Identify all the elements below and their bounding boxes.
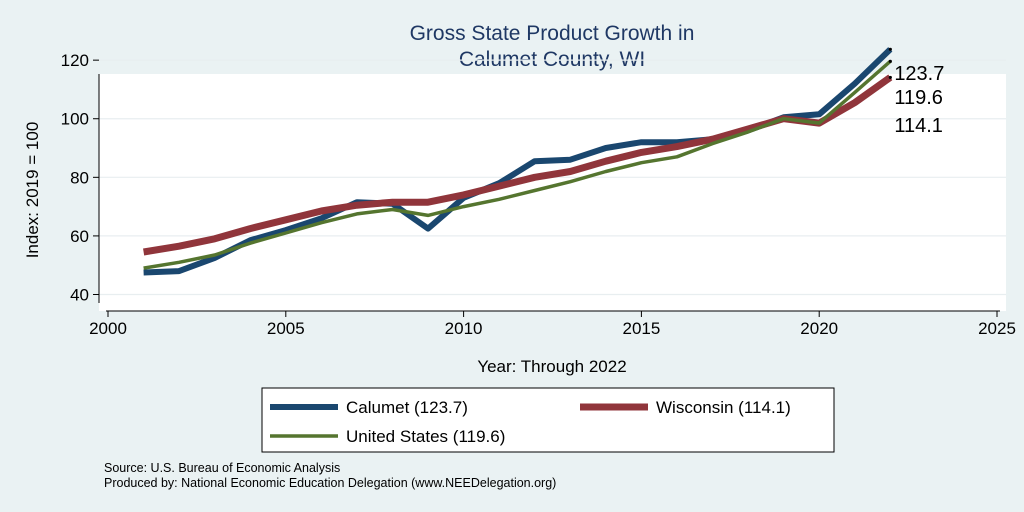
produced-by-note: Produced by: National Economic Education… [104,476,556,490]
end-label-calumet: 123.7 [894,63,944,85]
source-note: Source: U.S. Bureau of Economic Analysis [104,461,340,475]
legend-box [261,387,835,453]
legend: Calumet (123.7) Wisconsin (114.1) United S… [261,387,835,453]
legend-label: Wisconsin (114.1) [656,398,791,417]
series-line-united-states [143,59,892,270]
chart-title-line-1: Gross State Product Growth in [410,22,695,45]
end-marker [888,75,892,80]
end-marker [888,47,892,51]
x-axis-title: Year: Through 2022 [477,357,626,376]
x-tick-label: 2015 [622,319,660,338]
legend-label: Calumet (123.7) [346,398,468,417]
y-tick-label: 60 [70,227,89,246]
x-tick-label: 2010 [445,319,483,338]
legend-label: United States (119.6) [346,427,505,446]
y-axis-title: Index: 2019 = 100 [23,122,42,259]
y-tick-label: 40 [70,286,89,305]
plot-area [99,74,1006,311]
end-label-wisconsin: 114.1 [894,115,943,137]
x-tick-label: 2005 [267,319,305,338]
y-tick-label: 120 [61,51,89,70]
end-marker [888,59,892,63]
series-lines [143,47,893,276]
y-tick-label: 80 [70,168,89,187]
x-tick-label: 2020 [800,319,838,338]
end-label-united-states: 119.6 [894,87,943,109]
x-tick-label: 2025 [978,319,1016,338]
chart-title-line-2: Calumet County, WI [459,48,645,71]
axes: 40 60 80 100 120 2000 2005 2010 2015 2020 2025 [61,51,1016,338]
end-labels: 123.7 114.1 119.6 [888,47,944,137]
y-tick-label: 100 [61,110,89,129]
x-tick-label: 2000 [89,319,127,338]
